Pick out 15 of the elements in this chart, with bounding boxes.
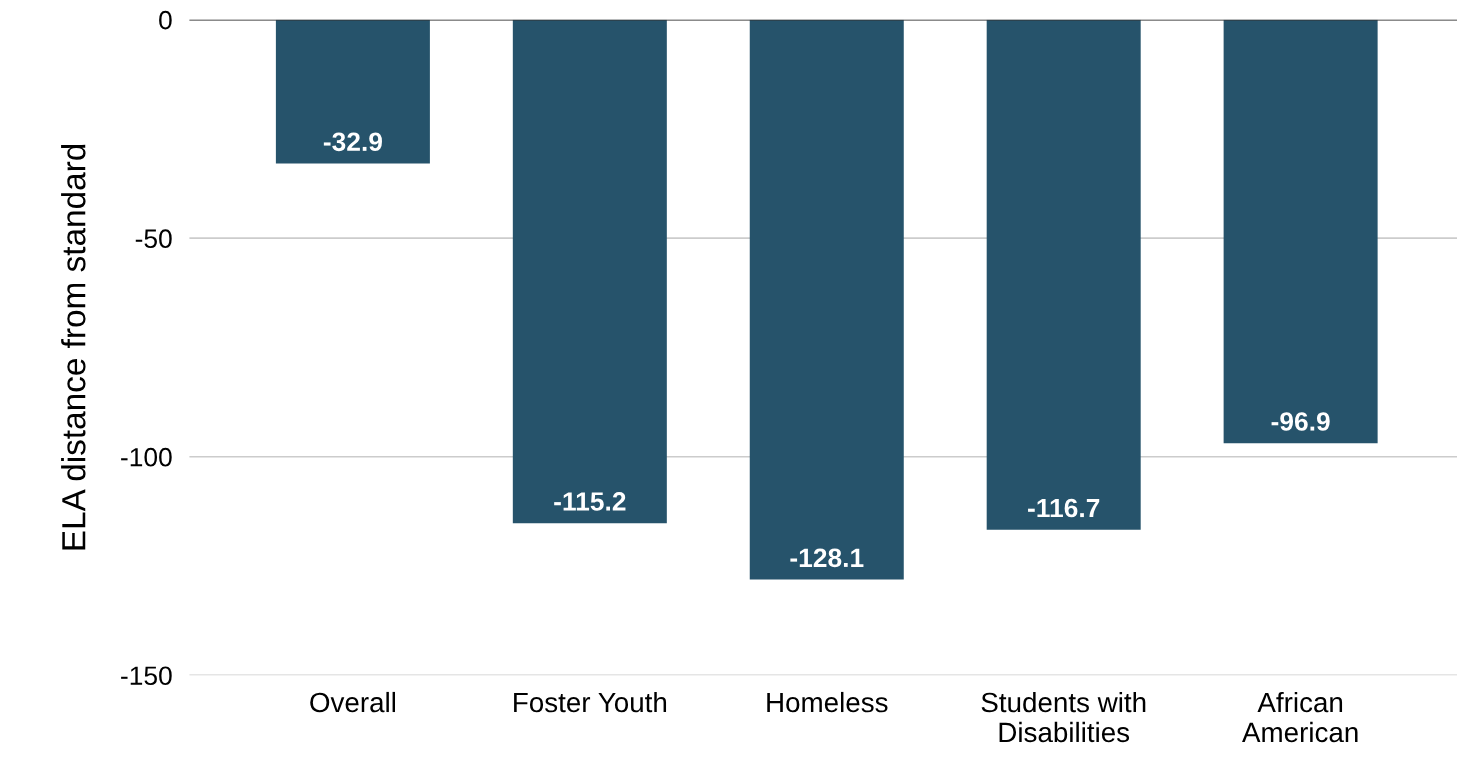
y-tick-label: -50 bbox=[135, 229, 172, 249]
data-label: -116.7 bbox=[1028, 498, 1100, 518]
y-axis-title: ELA distance from standard bbox=[61, 144, 86, 550]
y-tick-label: -150 bbox=[121, 666, 172, 686]
data-label: -96.9 bbox=[1271, 412, 1330, 431]
x-tick-label: Homeless bbox=[767, 691, 888, 713]
x-tick-label: African American bbox=[1242, 691, 1358, 743]
data-label: -115.2 bbox=[554, 492, 626, 511]
y-tick-label: 0 bbox=[159, 10, 172, 30]
data-label: -128.1 bbox=[790, 548, 864, 568]
y-tick-label: -100 bbox=[121, 447, 172, 467]
x-tick-label: Students with Disabilities bbox=[981, 691, 1146, 743]
data-label: -32.9 bbox=[323, 132, 382, 152]
x-tick-label: Foster Youth bbox=[514, 691, 667, 713]
x-tick-label: Overall bbox=[310, 691, 396, 713]
